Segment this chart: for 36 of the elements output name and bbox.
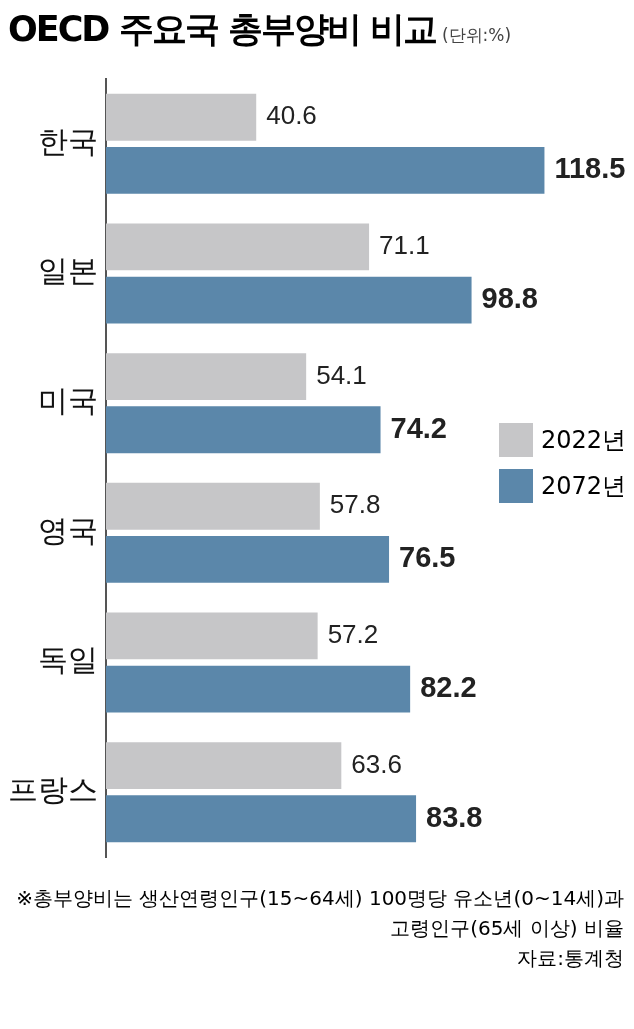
y-tick-label: 독일 <box>38 642 98 678</box>
legend-label: 2022년 <box>540 425 626 456</box>
data-label: 71.1 <box>379 230 430 261</box>
data-label: 57.2 <box>327 619 379 650</box>
y-tick-label: 일본 <box>38 253 98 289</box>
bar <box>106 406 381 454</box>
data-label: 76.5 <box>399 541 456 574</box>
bar <box>106 147 545 194</box>
bar <box>106 93 257 141</box>
data-label: 118.5 <box>554 152 626 185</box>
data-label: 83.8 <box>426 800 483 833</box>
data-label: 82.2 <box>420 671 477 704</box>
bar <box>106 795 417 843</box>
data-label: 57.8 <box>329 489 381 520</box>
bar <box>106 353 307 400</box>
bar <box>106 276 472 324</box>
data-label: 54.1 <box>316 359 367 390</box>
bar <box>106 223 370 271</box>
y-tick-label: 한국 <box>38 123 98 159</box>
bar <box>106 665 411 713</box>
data-label: 40.6 <box>266 100 317 131</box>
y-tick-label: 미국 <box>38 382 98 418</box>
chart-title: OECD 주요국 총부양비 비교 <box>8 9 436 49</box>
bar <box>106 482 320 530</box>
legend-label: 2072년 <box>540 471 626 502</box>
text: 자료:통계청 <box>516 945 624 972</box>
y-tick-label: 프랑스 <box>8 771 98 807</box>
bar <box>106 742 342 789</box>
bar <box>106 536 390 583</box>
data-label: 74.2 <box>390 411 447 444</box>
text: ※총부양비는 생산연령인구(15~64세) 100명당 유소년(0~14세)과 고령인구(65세 이상) 비율 <box>15 885 624 942</box>
bar <box>106 612 318 660</box>
y-tick-label: 영국 <box>38 512 98 548</box>
chart-subtitle: (단위:%) <box>441 25 512 45</box>
data-label: 63.6 <box>351 748 402 779</box>
data-label: 98.8 <box>481 282 539 315</box>
